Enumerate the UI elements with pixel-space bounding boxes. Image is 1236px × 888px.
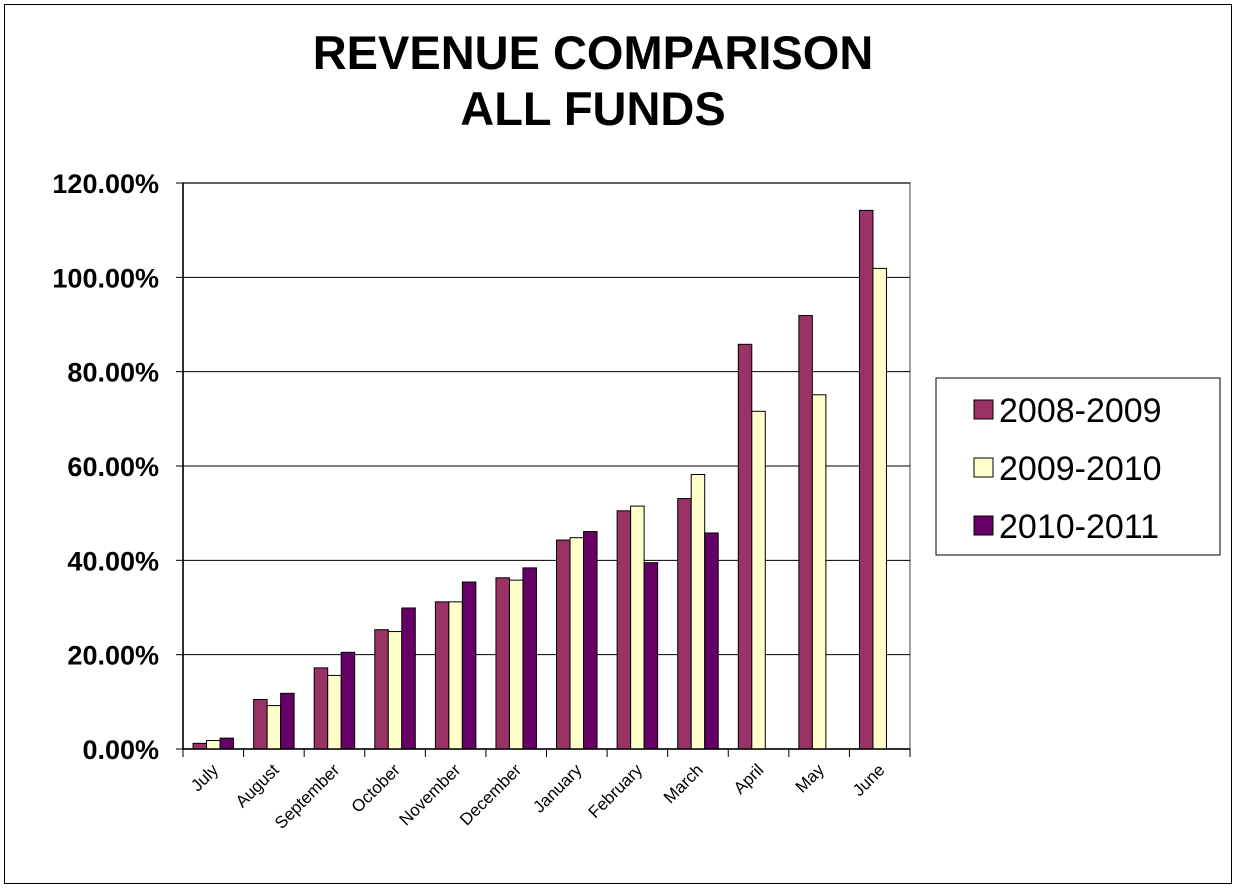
legend-swatch-2009-2010 xyxy=(973,457,994,478)
x-category-label: August xyxy=(232,760,283,811)
chart-title-line-1: REVENUE COMPARISON xyxy=(313,26,874,79)
bar-2008-2009-March xyxy=(677,498,692,750)
x-category-label: October xyxy=(348,760,404,816)
x-category-label: September xyxy=(271,760,343,832)
x-category-label: April xyxy=(730,760,767,797)
x-category-label: July xyxy=(187,760,222,795)
bar-2008-2009-May xyxy=(798,315,813,750)
x-category-label: January xyxy=(529,760,586,817)
y-tick-label: 60.00% xyxy=(67,452,159,482)
y-tick-label: 100.00% xyxy=(52,263,159,293)
bar-2008-2009-February xyxy=(616,510,632,750)
bar-2009-2010-June xyxy=(872,267,887,750)
bar-2008-2009-July xyxy=(192,742,208,750)
legend-swatch-2008-2009 xyxy=(973,399,994,420)
y-tick-label: 40.00% xyxy=(67,546,159,576)
y-tick-label: 0.00% xyxy=(82,735,159,765)
bar-2008-2009-June xyxy=(858,209,874,750)
bar-2010-2011-August xyxy=(280,692,295,750)
bar-2009-2010-July xyxy=(206,740,221,750)
bar-2008-2009-December xyxy=(495,577,510,750)
y-tick-label: 120.00% xyxy=(52,169,159,199)
legend-label-2010-2011: 2010-2011 xyxy=(999,508,1159,546)
bar-2010-2011-July xyxy=(219,737,235,750)
y-tick-label: 80.00% xyxy=(67,358,159,388)
bar-2009-2010-September xyxy=(327,674,342,750)
x-category-label: February xyxy=(585,760,647,822)
bar-2008-2009-September xyxy=(313,667,329,750)
bar-2010-2011-December xyxy=(522,567,537,750)
bar-2008-2009-October xyxy=(374,629,389,750)
x-category-label: June xyxy=(849,760,889,800)
legend-label-2009-2010: 2009-2010 xyxy=(999,450,1162,488)
bar-2009-2010-March xyxy=(690,473,706,750)
bar-2010-2011-November xyxy=(461,581,477,750)
bar-2009-2010-October xyxy=(387,631,403,750)
bar-2010-2011-October xyxy=(401,607,416,750)
bar-2009-2010-April xyxy=(751,410,766,750)
bar-2009-2010-November xyxy=(448,601,463,750)
legend-swatch-2010-2011 xyxy=(973,515,994,536)
bar-2008-2009-November xyxy=(434,601,450,750)
bar-2009-2010-May xyxy=(811,394,827,750)
legend-label-2008-2009: 2008-2009 xyxy=(999,392,1162,430)
bar-2009-2010-January xyxy=(569,537,585,750)
bar-2010-2011-September xyxy=(340,651,356,750)
bar-2009-2010-February xyxy=(630,505,645,750)
y-tick-label: 20.00% xyxy=(67,641,159,671)
bar-2008-2009-January xyxy=(556,539,571,750)
bar-2010-2011-February xyxy=(643,562,659,750)
bar-2008-2009-August xyxy=(253,698,268,750)
bar-2009-2010-August xyxy=(266,705,282,750)
bar-2010-2011-January xyxy=(583,531,598,750)
bar-2010-2011-March xyxy=(704,532,719,750)
chart-title-line-2: ALL FUNDS xyxy=(460,82,725,135)
bar-2009-2010-December xyxy=(508,579,524,750)
x-category-label: November xyxy=(396,760,465,829)
bar-2008-2009-April xyxy=(737,343,753,750)
x-category-label: December xyxy=(456,760,525,829)
x-category-label: May xyxy=(792,760,828,796)
x-category-label: March xyxy=(660,760,707,807)
